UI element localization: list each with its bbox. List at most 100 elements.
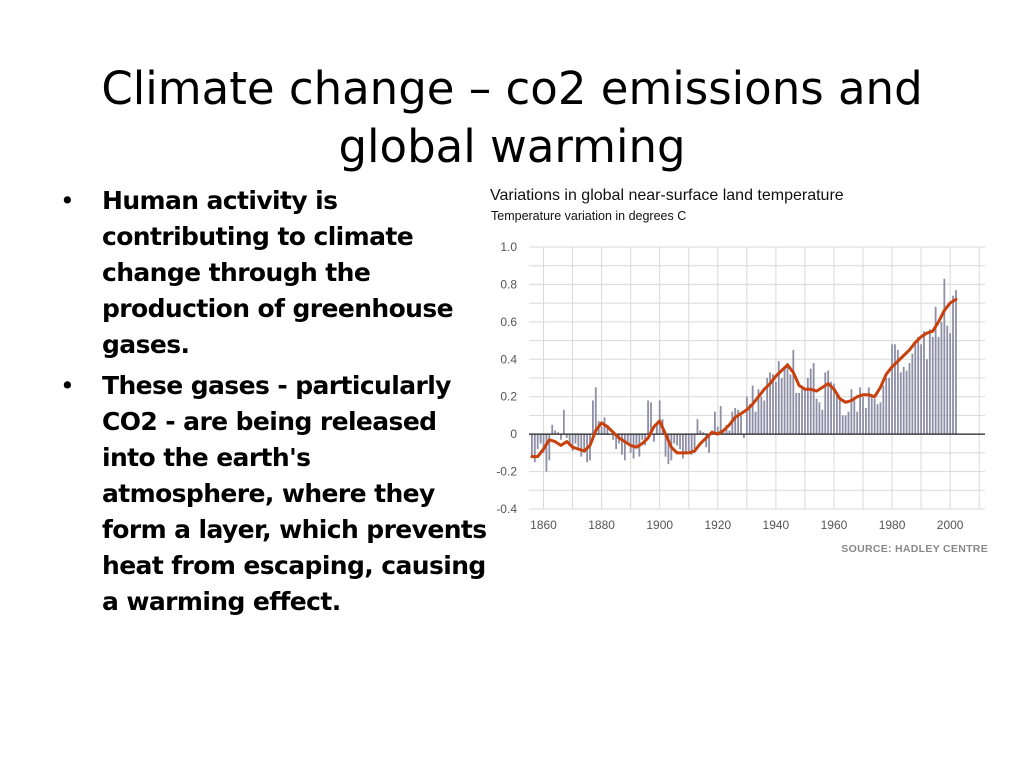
bar — [542, 434, 545, 453]
bar — [728, 430, 731, 435]
bar — [615, 434, 618, 450]
bar — [667, 434, 670, 465]
bar — [745, 396, 748, 435]
bullet-item: • These gases - particularly CO2 - are b… — [56, 368, 488, 620]
bar — [693, 434, 696, 453]
bar — [554, 430, 557, 435]
bar — [743, 434, 745, 438]
x-tick-label: 1900 — [646, 518, 673, 532]
bar — [821, 409, 824, 435]
y-tick-label: 0.6 — [500, 315, 517, 329]
bullet-text: Human activity is contributing to climat… — [102, 186, 454, 359]
bullet-item: • Human activity is contributing to clim… — [56, 183, 488, 363]
bar — [690, 434, 693, 455]
bar — [679, 434, 681, 450]
bar — [928, 329, 931, 435]
bar — [859, 387, 862, 435]
bar — [766, 378, 769, 435]
y-tick-label: 0.8 — [500, 277, 517, 291]
bar — [716, 426, 719, 435]
bar — [562, 409, 565, 435]
bar — [955, 290, 957, 435]
bar — [629, 434, 632, 453]
bar — [757, 389, 760, 435]
bar — [557, 432, 559, 435]
bar — [882, 385, 885, 435]
bar — [551, 424, 554, 435]
bar — [533, 434, 536, 463]
bar — [937, 336, 940, 435]
y-tick-label: -0.2 — [496, 465, 517, 479]
bar — [940, 321, 943, 435]
y-tick-label: -0.4 — [496, 502, 517, 516]
bar — [885, 378, 888, 435]
bar — [850, 389, 853, 435]
bar — [853, 400, 856, 435]
bar — [804, 389, 806, 435]
bar — [795, 392, 798, 435]
bullet-text: These gases - particularly CO2 - are bei… — [102, 371, 487, 616]
bar — [780, 378, 783, 435]
bar — [591, 400, 594, 435]
bar — [792, 349, 795, 435]
bar — [867, 387, 870, 435]
bar — [548, 434, 551, 461]
bar — [926, 359, 928, 435]
bar — [713, 411, 716, 435]
temperature-chart: -0.4 -0.2 0 0.2 0.4 0.6 0.8 1.0 1860 1880 1900 1920… — [480, 182, 1000, 562]
bar — [801, 389, 803, 435]
chart-svg: -0.4 -0.2 0 0.2 0.4 0.6 0.8 1.0 1860 1880 1900 1920… — [496, 240, 985, 532]
bar — [583, 434, 586, 453]
bar — [783, 368, 786, 435]
bar — [571, 434, 574, 451]
bar — [760, 396, 763, 435]
bar — [719, 406, 722, 435]
bar — [865, 407, 867, 435]
bar — [876, 404, 879, 435]
bar — [734, 407, 737, 435]
bullet-list: • Human activity is contributing to clim… — [56, 183, 488, 625]
bar — [600, 426, 603, 435]
bar — [664, 434, 667, 457]
bar — [545, 434, 548, 472]
y-tick-label: 0 — [510, 427, 517, 441]
bar — [824, 372, 827, 435]
bar — [647, 400, 649, 435]
bar — [658, 400, 661, 435]
bar — [920, 344, 923, 435]
bar — [635, 434, 638, 446]
bar — [827, 370, 830, 435]
bar — [580, 434, 583, 457]
bar — [699, 430, 702, 435]
slide-title: Climate change – co2 emissions and globa… — [101, 62, 923, 174]
bar — [908, 363, 911, 435]
bar — [676, 434, 679, 446]
y-tick-label: 0.4 — [500, 352, 517, 366]
bar — [754, 411, 757, 435]
bar — [772, 374, 774, 435]
bar — [539, 434, 542, 444]
bar — [708, 434, 710, 453]
bar — [952, 295, 954, 435]
x-tick-label: 1860 — [530, 518, 557, 532]
bar — [612, 434, 615, 440]
bar — [777, 361, 780, 435]
bar — [914, 344, 917, 435]
x-tick-label: 1980 — [879, 518, 906, 532]
bar — [774, 381, 777, 435]
bar — [931, 336, 934, 435]
bullet-icon: • — [60, 371, 75, 400]
y-tick-label: 1.0 — [500, 240, 517, 254]
bar — [722, 432, 725, 435]
bar — [568, 434, 571, 446]
bar — [923, 331, 925, 435]
bar — [763, 400, 766, 435]
bar — [809, 368, 812, 435]
bar — [891, 344, 893, 435]
bar — [917, 336, 920, 435]
bar — [655, 424, 658, 435]
x-tick-label: 1920 — [704, 518, 731, 532]
bar — [751, 385, 754, 435]
bar — [835, 392, 838, 435]
bar — [815, 398, 818, 435]
